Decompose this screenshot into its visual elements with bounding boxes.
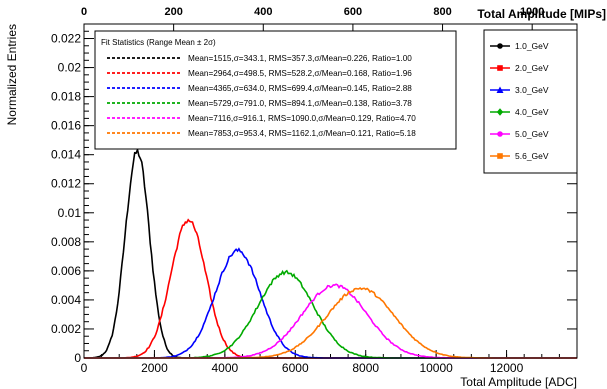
legend-label: 1.0_GeV [515,41,549,51]
x-tick-label: 4000 [212,361,239,375]
plot-frame [83,23,578,359]
y-axis-label: Normalized Entries [5,24,19,125]
x-tick-label: 0 [81,361,88,375]
legend-label: 5.6_GeV [515,151,549,161]
fit-row-text: Mean=2964,σ=498.5, RMS=528.2,σ/Mean=0.16… [188,69,412,78]
fit-row-text: Mean=4365,σ=634.0, RMS=699.4,σ/Mean=0.14… [188,84,412,93]
top-tick-label: 800 [433,6,451,18]
chart-axes: 0 2000 4000 6000 8000 10000 1200000.0020.0040.… [51,6,578,375]
chart-series [84,147,577,359]
legend-label: 2.0_GeV [515,63,549,73]
legend: 1.0_GeV 2.0_GeV 3.0_GeV 4.0_GeV 5.0_GeV 5.6_G… [483,29,578,174]
legend-marker [497,153,503,159]
legend-marker [497,131,503,137]
fit-row-text: Mean=7853,σ=953.4, RMS=1162.1,σ/Mean=0.1… [188,129,416,138]
fit-row-text: Mean=5729,σ=791.0, RMS=894.1,σ/Mean=0.13… [188,99,412,108]
y-tick-label: 0.02 [58,61,82,75]
series-5.6_GeV-line [84,286,577,359]
legend-marker [497,43,503,49]
top-tick-label: 400 [254,6,272,18]
legend-marker [496,86,504,93]
fit-statistics-title: Fit Statistics (Range Mean ± 2σ) [101,38,216,47]
top-tick-label: 1000 [520,6,544,18]
legend-marker [497,65,503,71]
top-tick-label: 0 [81,6,87,18]
y-tick-label: 0.002 [51,322,81,336]
y-tick-label: 0.018 [51,90,81,104]
series-2.0_GeV-line [84,218,577,359]
y-tick-label: 0.014 [51,148,81,162]
top-tick-label: 200 [164,6,182,18]
legend-label: 4.0_GeV [515,107,549,117]
top-tick-label: 600 [344,6,362,18]
x-tick-label: 2000 [141,361,168,375]
fit-statistics-box: Fit Statistics (Range Mean ± 2σ) Mean=15… [94,30,457,150]
x-tick-label: 10000 [419,361,453,375]
x-tick-label: 8000 [352,361,379,375]
series-3.0_GeV-line [84,247,577,359]
y-tick-label: 0.016 [51,119,81,133]
x-tick-label: 12000 [490,361,524,375]
legend-label: 3.0_GeV [515,85,549,95]
y-tick-label: 0.004 [51,293,81,307]
y-tick-label: 0 [74,351,81,365]
fit-row-text: Mean=7116,σ=916.1, RMS=1090.0,σ/Mean=0.1… [188,114,416,123]
legend-marker [496,108,504,116]
y-tick-label: 0.008 [51,235,81,249]
y-tick-label: 0.012 [51,177,81,191]
x-tick-label: 6000 [282,361,309,375]
fit-row-text: Mean=1515,σ=343.1, RMS=357.3,σ/Mean=0.22… [188,54,412,63]
legend-label: 5.0_GeV [515,129,549,139]
x-axis-label: Total Amplitude [ADC] [460,375,577,389]
y-tick-label: 0.022 [51,32,81,46]
series-5.0_GeV-line [84,283,577,359]
y-tick-label: 0.006 [51,264,81,278]
y-tick-label: 0.01 [58,206,82,220]
top-axis-label: Total Amplitude [MIPs] [477,7,606,21]
